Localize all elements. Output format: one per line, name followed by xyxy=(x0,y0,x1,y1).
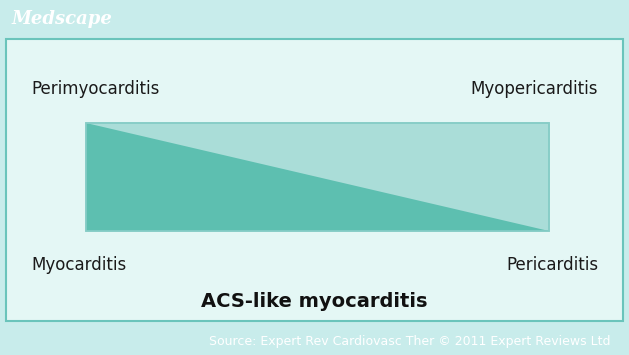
Text: ACS-like myocarditis: ACS-like myocarditis xyxy=(201,292,428,311)
Text: Source: Expert Rev Cardiovasc Ther © 2011 Expert Reviews Ltd: Source: Expert Rev Cardiovasc Ther © 201… xyxy=(209,335,610,348)
Bar xyxy=(86,124,548,231)
FancyBboxPatch shape xyxy=(6,39,623,321)
Text: Medscape: Medscape xyxy=(11,10,112,28)
Text: Myopericarditis: Myopericarditis xyxy=(470,81,598,98)
Text: Myocarditis: Myocarditis xyxy=(31,256,126,274)
Polygon shape xyxy=(86,124,548,231)
Text: Perimyocarditis: Perimyocarditis xyxy=(31,81,159,98)
Bar xyxy=(86,124,548,231)
Text: Pericarditis: Pericarditis xyxy=(506,256,598,274)
